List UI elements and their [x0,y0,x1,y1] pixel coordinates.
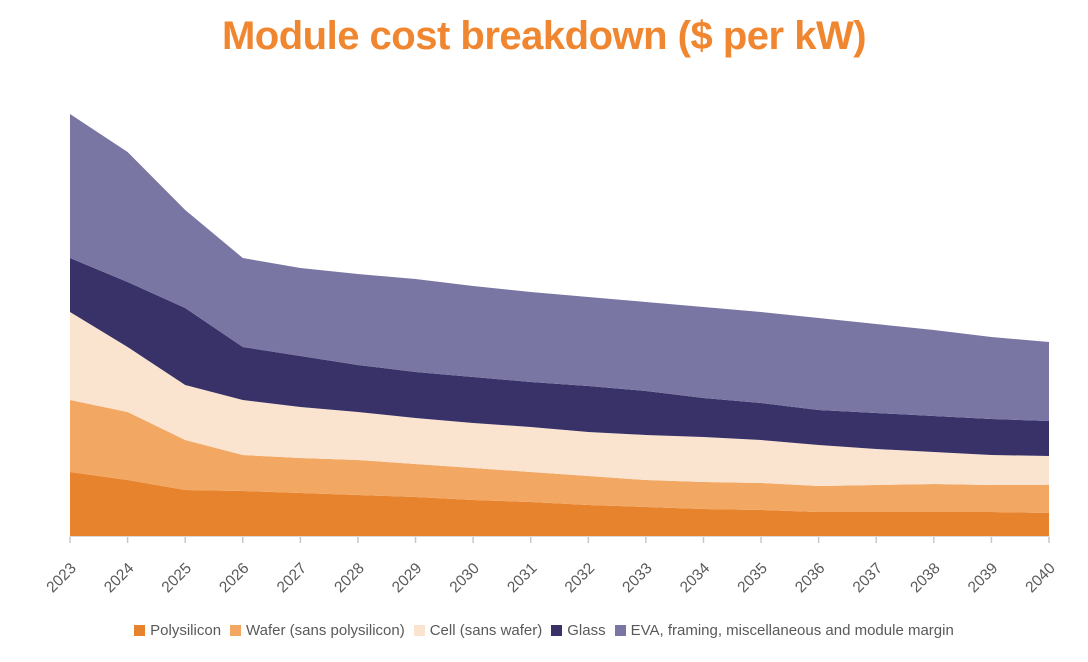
x-axis-label-2039: 2039 [965,560,1001,596]
legend-swatch-glass [551,625,563,636]
legend-label-wafer: Wafer (sans polysilicon) [246,622,405,639]
legend-label-glass: Glass [567,622,606,639]
x-axis-label-2040: 2040 [1022,560,1059,597]
x-axis-label-2025: 2025 [159,560,195,596]
x-axis-label-2034: 2034 [677,560,714,597]
x-axis-label-2036: 2036 [792,560,828,596]
x-axis-label-2024: 2024 [101,560,138,597]
area-eva [70,114,1049,421]
area-wafer [70,400,1049,513]
x-axis-label-2029: 2029 [389,560,425,596]
chart-legend: Polysilicon Wafer (sans polysilicon) Cell … [0,622,1088,639]
legend-swatch-cell [413,625,425,636]
x-axis-label-2032: 2032 [562,560,598,596]
legend-item-polysilicon: Polysilicon [134,622,221,639]
legend-swatch-polysilicon [134,625,146,636]
x-axis-label-2037: 2037 [850,560,886,596]
x-axis-label-2030: 2030 [447,560,484,597]
area-cell [70,312,1049,486]
legend-label-cell: Cell (sans wafer) [429,622,543,639]
x-axis-label-2027: 2027 [274,560,310,596]
stacked-area-chart: 2023 2024 2025 2026 2027 2028 2029 2030 2031 2032… [43,114,1059,597]
x-axis-label-2031: 2031 [504,560,540,596]
legend-swatch-eva [614,625,626,636]
legend-label-polysilicon: Polysilicon [150,622,222,639]
chart-title: Module cost breakdown ($ per kW) [221,14,867,58]
legend-label-eva: EVA, framing, miscellaneous and module m… [630,622,954,639]
legend-item-eva: EVA, framing, miscellaneous and module m… [614,622,954,639]
x-axis-label-2033: 2033 [619,560,655,596]
legend-swatch-wafer [230,625,242,636]
area-polysilicon [70,472,1049,536]
x-axis-label-2035: 2035 [734,560,770,596]
x-axis-label-2028: 2028 [331,560,367,596]
area-glass [70,258,1049,456]
legend-item-cell: Cell (sans wafer) [413,622,543,639]
x-axis-label-2023: 2023 [43,560,79,596]
x-axis-label-2038: 2038 [907,560,943,596]
legend-item-glass: Glass [551,622,606,639]
legend-item-wafer: Wafer (sans polysilicon) [230,622,405,639]
x-axis-label-2026: 2026 [216,560,252,596]
